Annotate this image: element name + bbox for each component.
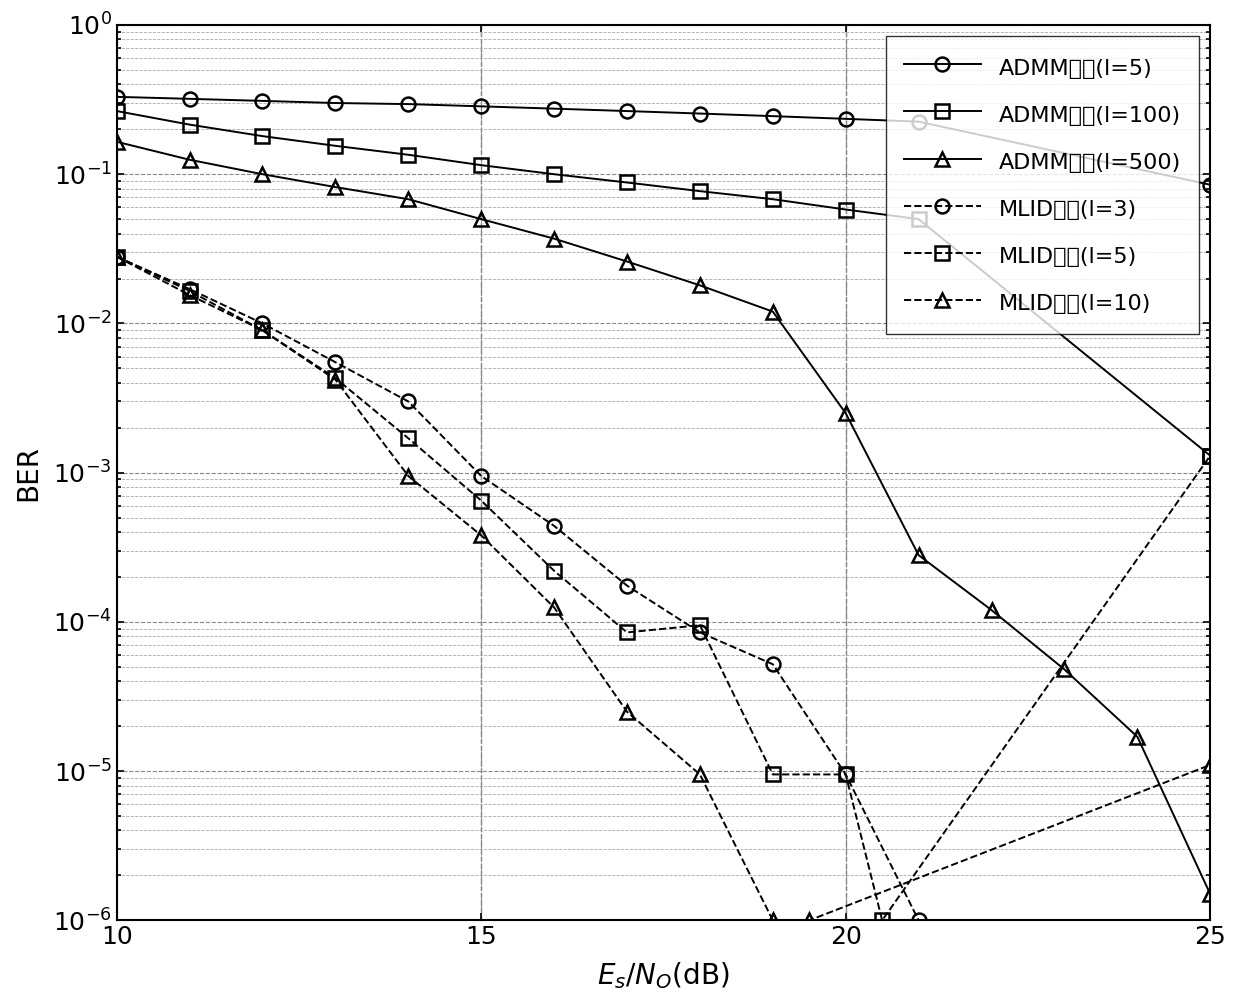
- ADMM算法(l=5): [620, 106, 635, 118]
- MLID算法(l=10): [692, 769, 707, 781]
- ADMM算法(l=500): [1056, 663, 1071, 675]
- Line: MLID算法(l=3): MLID算法(l=3): [110, 250, 925, 928]
- MLID算法(l=10): [109, 250, 124, 262]
- MLID算法(l=3): [692, 626, 707, 638]
- ADMM算法(l=500): [838, 407, 853, 419]
- ADMM算法(l=5): [474, 100, 489, 113]
- MLID算法(l=5): [327, 372, 342, 384]
- ADMM算法(l=500): [401, 193, 415, 205]
- ADMM算法(l=5): [765, 111, 780, 123]
- ADMM算法(l=5): [327, 97, 342, 110]
- ADMM算法(l=500): [692, 279, 707, 291]
- X-axis label: $\mathit{E_s}$/$\mathit{N_O}$(dB): $\mathit{E_s}$/$\mathit{N_O}$(dB): [598, 961, 729, 991]
- ADMM算法(l=100): [838, 203, 853, 215]
- Line: ADMM算法(l=5): ADMM算法(l=5): [110, 89, 1218, 192]
- MLID算法(l=3): [765, 658, 780, 670]
- Line: MLID算法(l=10): MLID算法(l=10): [110, 250, 1218, 928]
- ADMM算法(l=100): [182, 119, 197, 131]
- Line: MLID算法(l=5): MLID算法(l=5): [110, 250, 1218, 928]
- ADMM算法(l=500): [985, 604, 999, 616]
- Line: ADMM算法(l=100): ADMM算法(l=100): [110, 105, 1218, 462]
- ADMM算法(l=100): [1203, 449, 1218, 461]
- ADMM算法(l=100): [474, 159, 489, 171]
- MLID算法(l=3): [255, 318, 270, 330]
- ADMM算法(l=500): [327, 181, 342, 193]
- MLID算法(l=3): [620, 580, 635, 592]
- ADMM算法(l=100): [765, 193, 780, 205]
- MLID算法(l=10): [474, 530, 489, 542]
- MLID算法(l=10): [1203, 759, 1218, 771]
- ADMM算法(l=500): [620, 255, 635, 267]
- MLID算法(l=3): [911, 915, 926, 927]
- MLID算法(l=5): [1203, 449, 1218, 461]
- ADMM算法(l=5): [109, 90, 124, 103]
- MLID算法(l=5): [109, 250, 124, 262]
- ADMM算法(l=500): [109, 136, 124, 148]
- ADMM算法(l=5): [255, 94, 270, 107]
- ADMM算法(l=100): [401, 149, 415, 161]
- MLID算法(l=3): [838, 769, 853, 781]
- MLID算法(l=5): [765, 769, 780, 781]
- ADMM算法(l=5): [547, 103, 562, 115]
- Line: ADMM算法(l=500): ADMM算法(l=500): [110, 135, 1218, 901]
- ADMM算法(l=500): [547, 232, 562, 244]
- MLID算法(l=3): [182, 283, 197, 295]
- MLID算法(l=10): [255, 325, 270, 337]
- MLID算法(l=3): [401, 395, 415, 407]
- ADMM算法(l=5): [838, 113, 853, 125]
- MLID算法(l=10): [802, 915, 817, 927]
- MLID算法(l=3): [474, 470, 489, 482]
- ADMM算法(l=100): [692, 185, 707, 197]
- MLID算法(l=3): [547, 520, 562, 532]
- MLID算法(l=5): [838, 769, 853, 781]
- ADMM算法(l=100): [109, 106, 124, 118]
- MLID算法(l=5): [547, 565, 562, 577]
- ADMM算法(l=100): [911, 213, 926, 225]
- ADMM算法(l=100): [327, 140, 342, 152]
- MLID算法(l=5): [692, 619, 707, 631]
- MLID算法(l=10): [327, 374, 342, 386]
- ADMM算法(l=500): [182, 154, 197, 166]
- MLID算法(l=5): [874, 915, 889, 927]
- MLID算法(l=10): [401, 470, 415, 482]
- ADMM算法(l=5): [1203, 179, 1218, 191]
- ADMM算法(l=500): [1203, 888, 1218, 900]
- ADMM算法(l=100): [547, 168, 562, 180]
- MLID算法(l=5): [474, 494, 489, 507]
- MLID算法(l=10): [547, 601, 562, 613]
- MLID算法(l=3): [109, 250, 124, 262]
- MLID算法(l=10): [182, 289, 197, 302]
- MLID算法(l=5): [182, 285, 197, 297]
- ADMM算法(l=500): [911, 549, 926, 561]
- ADMM算法(l=5): [911, 116, 926, 128]
- Y-axis label: BER: BER: [14, 444, 42, 500]
- MLID算法(l=10): [765, 915, 780, 927]
- ADMM算法(l=5): [401, 98, 415, 111]
- ADMM算法(l=100): [255, 130, 270, 142]
- ADMM算法(l=100): [620, 177, 635, 189]
- MLID算法(l=10): [620, 706, 635, 718]
- ADMM算法(l=500): [765, 306, 780, 318]
- ADMM算法(l=5): [692, 108, 707, 120]
- MLID算法(l=5): [401, 432, 415, 444]
- Legend: ADMM算法(l=5), ADMM算法(l=100), ADMM算法(l=500), MLID算法(l=3), MLID算法(l=5), MLID算法(l=10: ADMM算法(l=5), ADMM算法(l=100), ADMM算法(l=500…: [885, 36, 1199, 335]
- MLID算法(l=5): [620, 626, 635, 638]
- ADMM算法(l=500): [255, 168, 270, 180]
- ADMM算法(l=500): [474, 213, 489, 225]
- ADMM算法(l=5): [182, 92, 197, 105]
- ADMM算法(l=500): [1130, 731, 1145, 743]
- MLID算法(l=3): [327, 356, 342, 368]
- MLID算法(l=5): [255, 325, 270, 337]
